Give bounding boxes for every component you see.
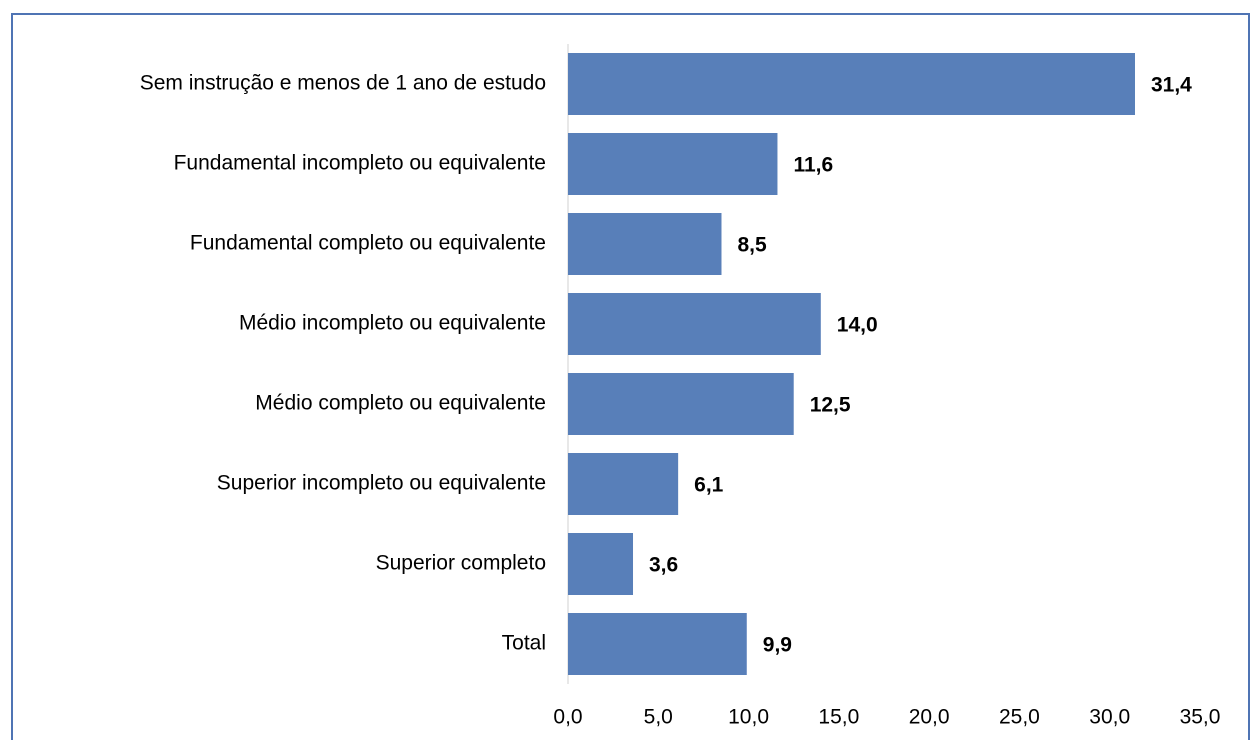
y-tick-label: Superior completo: [376, 552, 546, 575]
x-tick-label: 35,0: [1180, 706, 1221, 729]
y-tick-label: Fundamental incompleto ou equivalente: [174, 152, 546, 175]
x-tick-label: 30,0: [1089, 706, 1130, 729]
bar: [568, 533, 634, 595]
value-label: 6,1: [694, 474, 724, 497]
bar: [568, 213, 722, 275]
value-label: 12,5: [810, 394, 851, 417]
value-label: 8,5: [737, 234, 767, 257]
value-label: 9,9: [763, 634, 792, 657]
x-tick-label: 15,0: [818, 706, 859, 729]
bar: [568, 293, 821, 355]
bar: [568, 453, 679, 515]
y-tick-label: Fundamental completo ou equivalente: [190, 232, 546, 255]
x-tick-label: 20,0: [909, 706, 950, 729]
bar: [568, 373, 794, 435]
x-tick-label: 10,0: [728, 706, 769, 729]
value-label: 14,0: [837, 314, 878, 337]
frame: [11, 13, 1250, 740]
bar: [568, 133, 778, 195]
y-tick-label: Médio completo ou equivalente: [255, 392, 546, 415]
x-tick-label: 25,0: [999, 706, 1040, 729]
y-tick-label: Sem instrução e menos de 1 ano de estudo: [140, 72, 546, 95]
bar: [568, 53, 1135, 115]
value-label: 31,4: [1151, 74, 1192, 97]
value-label: 3,6: [649, 554, 678, 577]
x-tick-label: 5,0: [644, 706, 673, 729]
bar: [568, 613, 747, 675]
y-tick-label: Superior incompleto ou equivalente: [217, 472, 546, 495]
value-label: 11,6: [793, 154, 833, 177]
x-tick-label: 0,0: [553, 706, 582, 729]
y-tick-label: Médio incompleto ou equivalente: [239, 312, 546, 335]
y-tick-label: Total: [502, 632, 546, 655]
